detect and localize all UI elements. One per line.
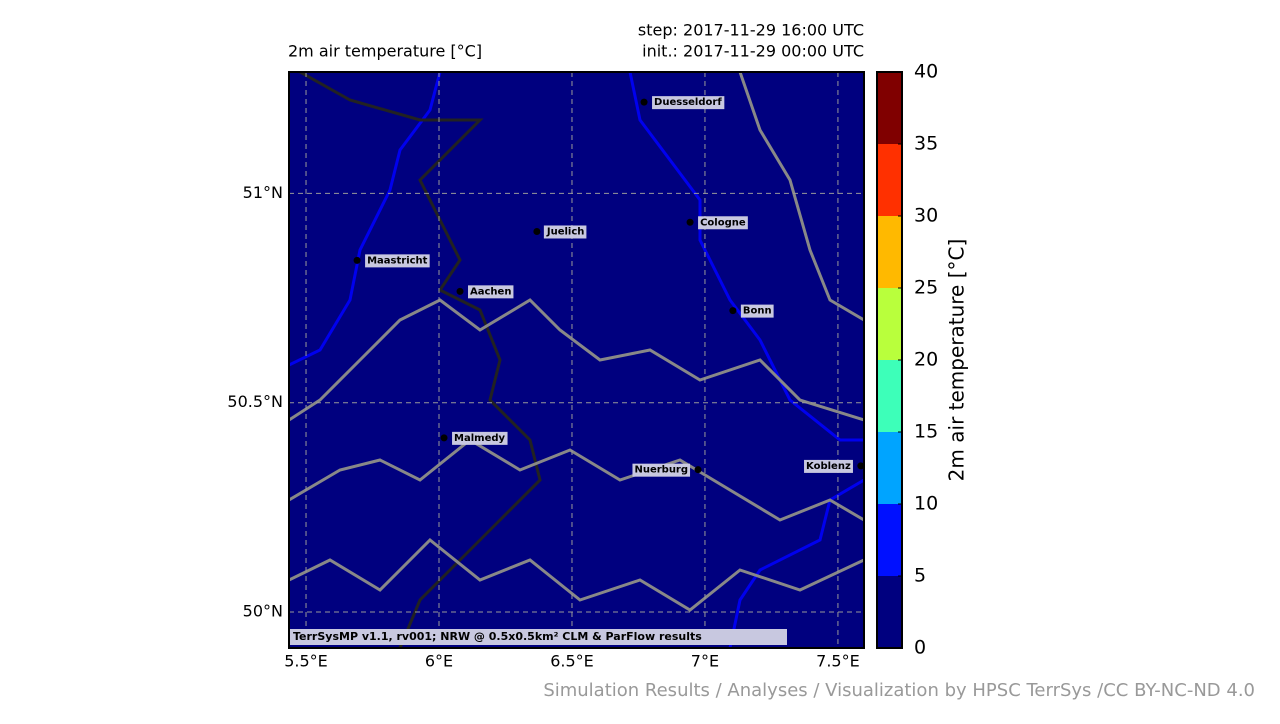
colorbar-segment [877,432,902,504]
credit: TerrSysMP v1.1, rv001; NRW @ 0.5x0.5km² … [293,630,702,643]
colorbar-label: 2m air temperature [°C] [945,239,969,482]
city-marker [353,256,361,264]
colorbar: 0 5 10 15 20 25 30 35 40 [876,61,938,659]
colorbar-tick-label: 0 [914,637,926,659]
city-marker [857,462,865,470]
colorbar-segment [877,504,902,576]
colorbar-tick-label: 20 [914,349,938,371]
city-marker [640,98,648,106]
lon-tick-label: 7°E [691,652,719,671]
city-label: Cologne [700,217,746,228]
city-marker [694,466,702,474]
contour [289,537,864,612]
colorbar-segment [877,144,902,216]
city-marker [686,218,694,226]
colorbar-segment [877,288,902,360]
city-label-box [452,431,508,445]
city-label-box [652,96,725,110]
city-label: Maastricht [367,255,428,266]
credit-box [290,629,787,645]
map-title: 2m air temperature [°C] [288,42,482,61]
footer: Simulation Results / Analyses / Visualiz… [543,680,1255,701]
colorbar-segment [877,216,902,288]
colorbar-tick-label: 10 [914,493,938,515]
city-label-box [804,459,853,473]
step-label: step: 2017-11-29 16:00 UTC [638,21,864,40]
contour [289,298,864,422]
city-label: Nuerburg [634,465,688,476]
city-label-box [698,216,748,230]
colorbar-tick-label: 15 [914,421,938,443]
city-label: Bonn [743,306,772,317]
colorbar-tick-label: 5 [914,565,926,587]
init-label: init.: 2017-11-29 00:00 UTC [642,42,864,61]
river [628,72,864,442]
lon-tick-label: 7.5°E [816,652,860,671]
colorbar-segment [877,576,902,648]
city-marker [456,287,464,295]
contour [738,72,864,322]
map-frame [288,71,865,649]
colorbar-tick-label: 30 [914,205,938,227]
map-background [289,72,864,648]
lat-tick-label: 50.5°N [227,392,283,411]
lon-tick-label: 6°E [425,652,453,671]
colorbar-segment [877,360,902,432]
border [299,72,542,648]
lon-tick-label: 5.5°E [284,652,328,671]
city-label: Malmedy [454,433,505,444]
city-label-box [740,304,774,318]
city-marker [440,434,448,442]
city-label: Juelich [546,226,585,237]
river [289,72,442,367]
city-marker [729,307,737,315]
lat-tick-label: 51°N [243,183,283,202]
city-label: Koblenz [806,461,851,472]
colorbar-tick-label: 35 [914,133,938,155]
city-label-box [365,254,430,268]
contour [289,438,864,522]
city-label-box [468,285,514,299]
city-label: Aachen [470,286,511,297]
city-marker [533,227,541,235]
city-label-box [632,463,691,477]
colorbar-segment [877,72,902,144]
colorbar-tick-label: 25 [914,277,938,299]
map-features [289,72,864,648]
lat-tick-label: 50°N [243,602,283,621]
colorbar-tick-label: 40 [914,61,938,83]
cities: Duesseldorf Cologne Juelich Maastricht Aache… [353,96,865,477]
river [728,478,864,648]
graticule: 5.5°E 6°E 6.5°E 7°E 7.5°E 51°N 50.5°N 50°N [227,72,864,671]
city-label-box [543,225,587,239]
lon-tick-label: 6.5°E [550,652,594,671]
city-label: Duesseldorf [654,97,722,108]
